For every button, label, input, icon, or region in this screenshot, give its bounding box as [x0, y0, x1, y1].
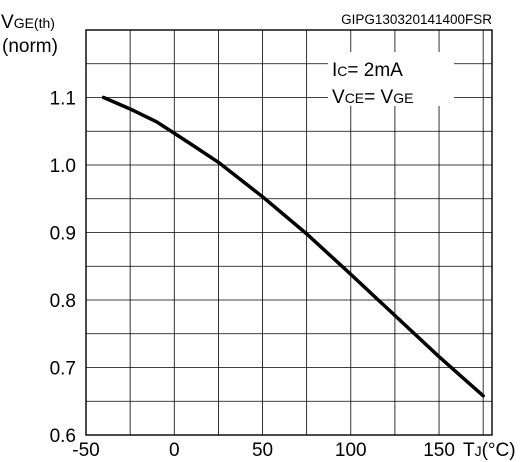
y-tick-label: 0.7 [50, 359, 76, 380]
x-axis-title: TJ(°C) [463, 440, 516, 461]
plot-frame [85, 29, 493, 436]
y-tick-label: 1.1 [50, 89, 76, 110]
x-tick-labels: -50 0 50 100 150 [72, 440, 455, 461]
annotation-ic: IC= 2mA [332, 60, 403, 81]
x-tick-label: 100 [335, 440, 367, 461]
y-axis-unit: (norm) [2, 36, 58, 57]
x-tick-label: -50 [72, 440, 99, 461]
annotation-vce: VCE= VGE [332, 87, 413, 108]
y-tick-label: 0.9 [50, 224, 76, 245]
y-tick-label: 0.6 [50, 426, 76, 447]
series-line [101, 95, 485, 398]
y-tick-label: 1.0 [50, 156, 76, 177]
figure-id: GIPG130320141400FSR [341, 12, 492, 27]
x-tick-label: 0 [169, 440, 180, 461]
y-tick-label: 0.8 [50, 291, 76, 312]
y-axis-title: VGE(th) [1, 12, 55, 33]
y-tick-labels: 0.6 0.7 0.8 0.9 1.0 1.1 [50, 89, 76, 448]
x-tick-label: 50 [252, 440, 273, 461]
annotation-box [328, 52, 454, 106]
x-tick-label: 150 [423, 440, 455, 461]
